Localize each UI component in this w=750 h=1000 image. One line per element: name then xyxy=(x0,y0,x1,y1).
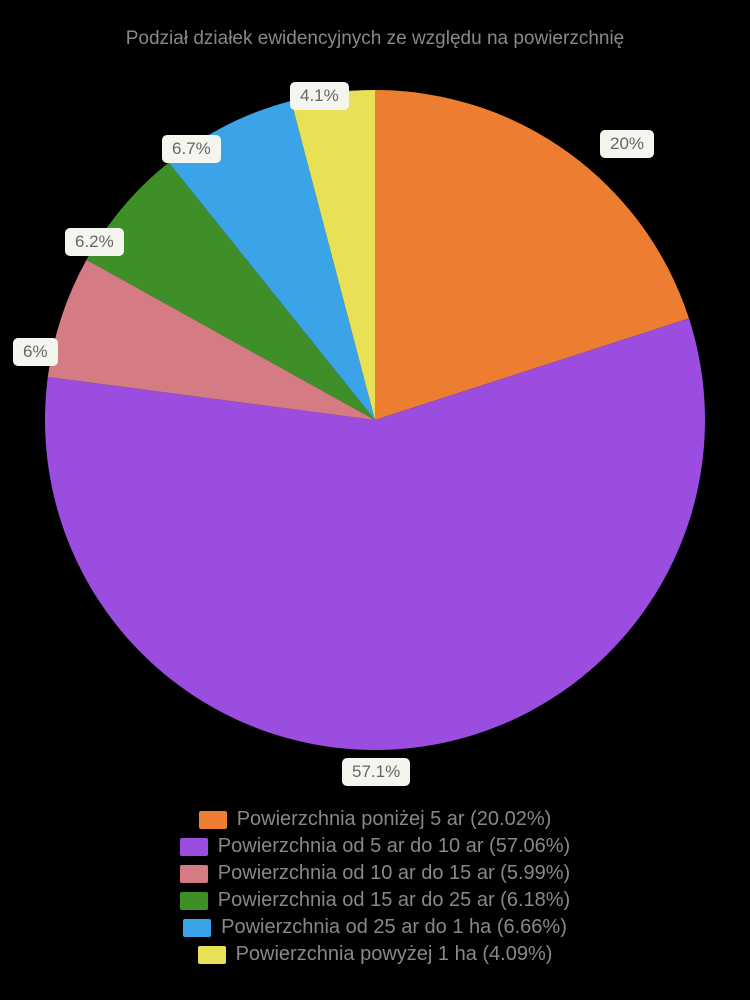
legend-text: Powierzchnia od 5 ar do 10 ar (57.06%) xyxy=(218,835,570,858)
slice-label: 6.2% xyxy=(65,228,124,256)
pie-svg xyxy=(25,70,725,770)
legend-text: Powierzchnia od 25 ar do 1 ha (6.66%) xyxy=(221,916,567,939)
legend-item: Powierzchnia powyżej 1 ha (4.09%) xyxy=(198,943,553,966)
legend-text: Powierzchnia od 15 ar do 25 ar (6.18%) xyxy=(218,889,570,912)
chart-title: Podział działek ewidencyjnych ze względu… xyxy=(0,28,750,50)
legend-swatch xyxy=(198,946,226,964)
legend-text: Powierzchnia poniżej 5 ar (20.02%) xyxy=(237,808,552,831)
legend-item: Powierzchnia od 10 ar do 15 ar (5.99%) xyxy=(180,862,570,885)
legend-swatch xyxy=(180,838,208,856)
legend-swatch xyxy=(199,811,227,829)
legend: Powierzchnia poniżej 5 ar (20.02%) Powier… xyxy=(0,808,750,966)
legend-swatch xyxy=(180,892,208,910)
legend-text: Powierzchnia powyżej 1 ha (4.09%) xyxy=(236,943,553,966)
pie-chart-container: Podział działek ewidencyjnych ze względu… xyxy=(0,0,750,1000)
legend-text: Powierzchnia od 10 ar do 15 ar (5.99%) xyxy=(218,862,570,885)
legend-item: Powierzchnia od 5 ar do 10 ar (57.06%) xyxy=(180,835,570,858)
legend-swatch xyxy=(183,919,211,937)
slice-label: 6% xyxy=(13,338,58,366)
slice-label: 4.1% xyxy=(290,82,349,110)
legend-item: Powierzchnia od 15 ar do 25 ar (6.18%) xyxy=(180,889,570,912)
legend-item: Powierzchnia poniżej 5 ar (20.02%) xyxy=(199,808,552,831)
legend-swatch xyxy=(180,865,208,883)
slice-label: 57.1% xyxy=(342,758,410,786)
legend-item: Powierzchnia od 25 ar do 1 ha (6.66%) xyxy=(183,916,567,939)
slice-label: 20% xyxy=(600,130,654,158)
slice-label: 6.7% xyxy=(162,135,221,163)
